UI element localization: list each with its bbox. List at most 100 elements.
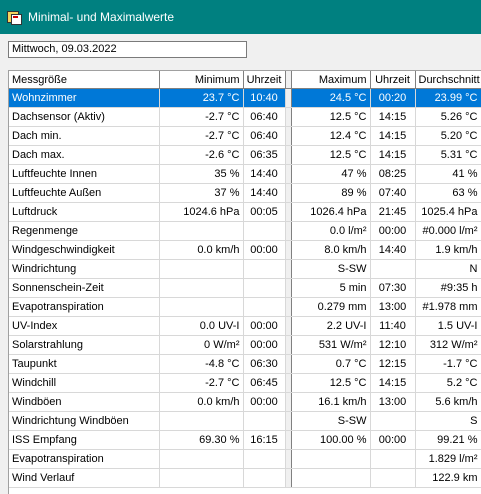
cell-max-time: 13:00 <box>370 297 416 317</box>
cell-min-time: 10:40 <box>243 88 286 108</box>
column-header-min-time[interactable]: Uhrzeit <box>243 71 286 89</box>
column-header-max-time[interactable]: Uhrzeit <box>370 71 416 89</box>
column-separator <box>284 183 292 203</box>
column-separator <box>284 88 292 108</box>
column-header-minimum[interactable]: Minimum <box>159 71 244 89</box>
cell-max-time <box>370 468 416 488</box>
cell-min-time <box>243 411 286 431</box>
cell-min-time: 06:30 <box>243 354 286 374</box>
cell-average: 1.5 UV-I <box>415 316 481 336</box>
table-row[interactable]: Windböen 0.0 km/h 00:00 16.1 km/h 13:00 5.6 k… <box>9 392 481 412</box>
cell-min-time <box>243 297 286 317</box>
cell-maximum: 12.5 °C <box>291 107 371 127</box>
cell-min-time: 16:15 <box>243 430 286 450</box>
cell-min-time <box>243 468 286 488</box>
table-row[interactable]: Dachsensor (Aktiv) -2.7 °C 06:40 12.5 °C 14:… <box>9 107 481 127</box>
cell-maximum: 0.279 mm <box>291 297 371 317</box>
column-separator <box>284 449 292 469</box>
column-separator <box>284 354 292 374</box>
cell-maximum: 47 % <box>291 164 371 184</box>
column-separator <box>284 335 292 355</box>
cell-messgroesse: Sonnenschein-Zeit <box>9 278 160 298</box>
table-row[interactable]: Taupunkt -4.8 °C 06:30 0.7 °C 12:15 -1.7 °C <box>9 354 481 374</box>
cell-minimum <box>159 259 244 279</box>
cell-messgroesse: Evapotranspiration <box>9 297 160 317</box>
column-separator <box>284 468 292 488</box>
table-row[interactable]: Evapotranspiration 0.279 mm 13:00 #1.978 mm <box>9 297 481 317</box>
cell-max-time <box>370 449 416 469</box>
column-header-average[interactable]: Durchschnitt <box>415 71 481 89</box>
column-header-messgroesse[interactable]: Messgröße <box>9 71 160 89</box>
cell-max-time: 14:15 <box>370 126 416 146</box>
table-row[interactable]: Regenmenge 0.0 l/m² 00:00 #0.000 l/m² <box>9 221 481 241</box>
cell-max-time <box>370 411 416 431</box>
column-header-maximum[interactable]: Maximum <box>291 71 371 89</box>
window-title: Minimal- und Maximalwerte <box>28 10 175 24</box>
cell-messgroesse: Dach min. <box>9 126 160 146</box>
cell-max-time: 12:15 <box>370 354 416 374</box>
cell-max-time: 21:45 <box>370 202 416 222</box>
cell-min-time <box>243 259 286 279</box>
cell-average: S <box>415 411 481 431</box>
cell-messgroesse: Evapotranspiration <box>9 449 160 469</box>
cell-minimum: 0.0 km/h <box>159 240 244 260</box>
cell-max-time: 07:40 <box>370 183 416 203</box>
cell-minimum: 23.7 °C <box>159 88 244 108</box>
cell-minimum: -2.7 °C <box>159 373 244 393</box>
cell-minimum: 0.0 UV-I <box>159 316 244 336</box>
cell-maximum: S-SW <box>291 259 371 279</box>
cell-average: 5.20 °C <box>415 126 481 146</box>
cell-messgroesse: Regenmenge <box>9 221 160 241</box>
table-row[interactable]: Windgeschwindigkeit 0.0 km/h 00:00 8.0 km/h… <box>9 240 481 260</box>
cell-average: 99.21 % <box>415 430 481 450</box>
cell-max-time: 07:30 <box>370 278 416 298</box>
date-picker-field[interactable]: Mittwoch, 09.03.2022 <box>8 41 247 58</box>
table-row[interactable]: Wind Verlauf 122.9 km <box>9 468 481 488</box>
cell-min-time: 06:40 <box>243 126 286 146</box>
cell-maximum: 0.0 l/m² <box>291 221 371 241</box>
table-row[interactable]: Solarstrahlung 0 W/m² 00:00 531 W/m² 12:10 31… <box>9 335 481 355</box>
cell-maximum: 2.2 UV-I <box>291 316 371 336</box>
table-row[interactable]: Wohnzimmer 23.7 °C 10:40 24.5 °C 00:20 23.99 … <box>9 88 481 108</box>
cell-min-time: 00:00 <box>243 316 286 336</box>
column-separator <box>284 373 292 393</box>
table-row[interactable]: Windrichtung S-SW N <box>9 259 481 279</box>
table-row[interactable]: Dach max. -2.6 °C 06:35 12.5 °C 14:15 5.31 °C <box>9 145 481 165</box>
cell-messgroesse: Dachsensor (Aktiv) <box>9 107 160 127</box>
cell-max-time <box>370 259 416 279</box>
cell-maximum: 1026.4 hPa <box>291 202 371 222</box>
cell-minimum <box>159 221 244 241</box>
cell-max-time: 00:00 <box>370 430 416 450</box>
table-row[interactable]: Dach min. -2.7 °C 06:40 12.4 °C 14:15 5.20 °C <box>9 126 481 146</box>
table-row[interactable]: Luftfeuchte Innen 35 % 14:40 47 % 08:25 41 % <box>9 164 481 184</box>
column-separator <box>284 316 292 336</box>
column-separator <box>284 145 292 165</box>
table-row[interactable]: Luftdruck 1024.6 hPa 00:05 1026.4 hPa 21:45 1… <box>9 202 481 222</box>
cell-max-time: 14:15 <box>370 145 416 165</box>
cell-min-time: 00:05 <box>243 202 286 222</box>
cell-max-time: 00:20 <box>370 88 416 108</box>
table-row[interactable]: Windrichtung Windböen S-SW S <box>9 411 481 431</box>
cell-minimum <box>159 468 244 488</box>
cell-average: 1025.4 hPa <box>415 202 481 222</box>
table-row[interactable]: UV-Index 0.0 UV-I 00:00 2.2 UV-I 11:40 1.5 UV… <box>9 316 481 336</box>
cell-maximum: 8.0 km/h <box>291 240 371 260</box>
table-row[interactable]: Luftfeuchte Außen 37 % 14:40 89 % 07:40 63 % <box>9 183 481 203</box>
cell-average: -1.7 °C <box>415 354 481 374</box>
table-row[interactable]: Windchill -2.7 °C 06:45 12.5 °C 14:15 5.2 °C <box>9 373 481 393</box>
cell-average: #9:35 h <box>415 278 481 298</box>
cell-average: 5.2 °C <box>415 373 481 393</box>
table-row[interactable]: Evapotranspiration 1.829 l/m² <box>9 449 481 469</box>
cell-minimum <box>159 411 244 431</box>
cell-max-time: 14:15 <box>370 107 416 127</box>
table-row[interactable]: ISS Empfang 69.30 % 16:15 100.00 % 00:00 99.2… <box>9 430 481 450</box>
cell-min-time <box>243 278 286 298</box>
cell-minimum: 0 W/m² <box>159 335 244 355</box>
column-separator <box>284 164 292 184</box>
cell-minimum: -2.7 °C <box>159 126 244 146</box>
cell-minimum <box>159 449 244 469</box>
table-row[interactable]: Sonnenschein-Zeit 5 min 07:30 #9:35 h <box>9 278 481 298</box>
cell-average: 1.829 l/m² <box>415 449 481 469</box>
cell-messgroesse: Windböen <box>9 392 160 412</box>
cell-min-time: 14:40 <box>243 164 286 184</box>
